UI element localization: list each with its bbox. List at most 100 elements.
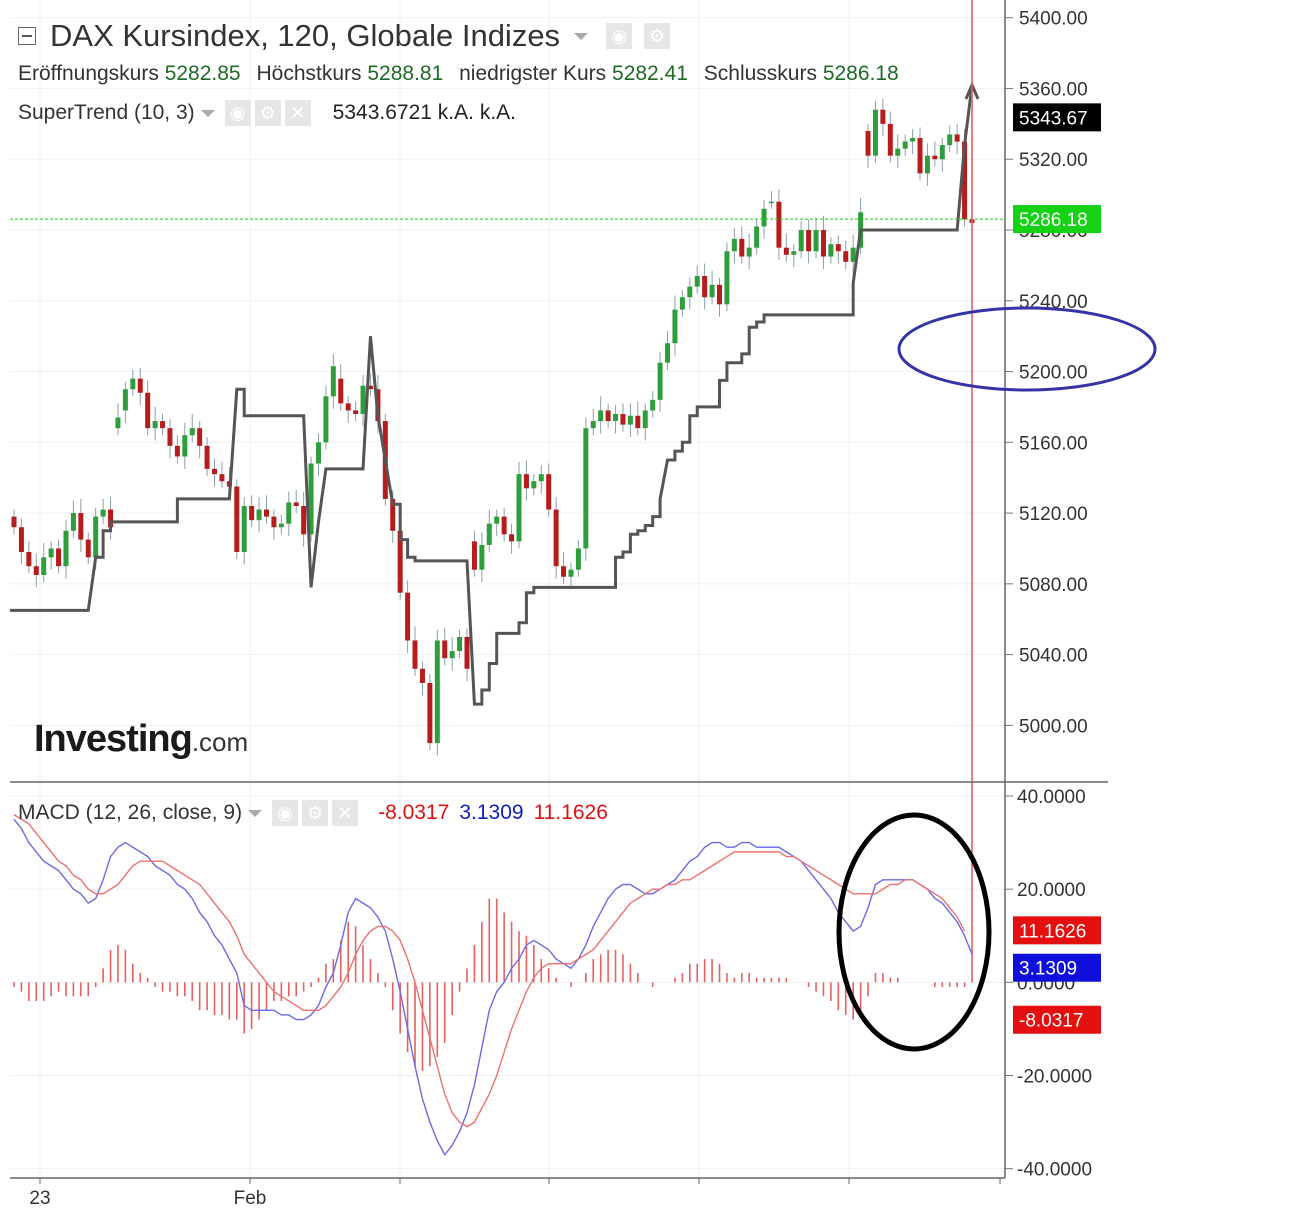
candle-body (63, 530, 69, 567)
candle-body (323, 396, 329, 443)
gear-icon[interactable]: ⚙ (644, 23, 671, 49)
candle-body (605, 410, 611, 422)
candle-body (947, 134, 953, 146)
candle-body (160, 421, 166, 429)
candle-body (249, 506, 255, 521)
candle-body (613, 414, 619, 422)
candle-body (568, 569, 574, 577)
eye-icon[interactable]: ◉ (272, 800, 299, 826)
candle-body (561, 566, 567, 577)
candle-body (457, 636, 463, 652)
candle-body (471, 541, 477, 570)
candle-body (189, 428, 195, 436)
candle-body (843, 251, 849, 262)
candle-body (902, 141, 908, 149)
gear-icon[interactable]: ⚙ (302, 800, 329, 826)
candle-body (962, 141, 968, 220)
x-tick-label: Feb (234, 1188, 267, 1208)
candle-body (880, 109, 886, 124)
candle-body (627, 415, 633, 425)
candle-body (590, 421, 596, 429)
candle-body (137, 378, 143, 393)
last-price-tag-bg (1013, 205, 1101, 234)
candle-body (828, 244, 834, 257)
candle-body (130, 378, 136, 390)
close-icon[interactable]: ✕ (332, 800, 359, 826)
gear-icon[interactable]: ⚙ (254, 100, 281, 126)
candle-body (724, 251, 730, 305)
candle-body (70, 513, 76, 531)
candle-body (330, 366, 336, 397)
candle-body (709, 284, 715, 298)
candle-body (263, 509, 269, 517)
candle-body (687, 286, 693, 298)
candle-body (672, 309, 678, 344)
chart-title: DAX Kursindex, 120, Globale Indizes (50, 18, 561, 53)
candle-body (486, 523, 492, 545)
eye-icon[interactable]: ◉ (606, 23, 633, 49)
candle-body (18, 527, 24, 552)
supertrend-line (10, 84, 974, 706)
close-icon[interactable]: ✕ (284, 100, 311, 126)
candle-body (872, 109, 878, 156)
candle-body (702, 276, 708, 298)
candle-body (167, 428, 173, 446)
candle-body (26, 552, 32, 567)
high-label: Höchstkurs (256, 62, 362, 85)
price-tick-label: 5200.00 (1019, 363, 1088, 384)
collapse-icon[interactable] (18, 27, 36, 45)
candle-body (635, 415, 641, 429)
price-tick-label: 5120.00 (1019, 504, 1088, 525)
candle-body (679, 297, 685, 310)
candle-body (798, 230, 804, 252)
candle-body (939, 145, 945, 160)
candle-body (501, 516, 507, 535)
candle-body (48, 548, 54, 558)
candle-body (516, 474, 522, 542)
candle-body (650, 399, 656, 411)
candle-body (390, 498, 396, 531)
chevron-down-icon[interactable] (200, 109, 215, 117)
candle-body (531, 481, 537, 489)
candle-body (56, 548, 62, 567)
open-label: Eröffnungskurs (18, 62, 159, 85)
price-tick-label: 5360.00 (1019, 79, 1088, 100)
candle-body (642, 410, 648, 429)
annotation-blue-ellipse (897, 306, 1157, 392)
candle-body (85, 539, 91, 558)
signal-line (13, 814, 966, 1128)
chevron-down-icon[interactable] (574, 32, 589, 40)
candle-body (11, 516, 17, 528)
candle-body (820, 230, 826, 257)
grid (10, 0, 1005, 1178)
close-value: 5286.18 (822, 62, 899, 85)
candle-body (115, 417, 121, 429)
macd-line (13, 818, 973, 1156)
macd-tick-label: -20.0000 (1017, 1067, 1092, 1088)
price-tags: 5343.67 5286.18 11.1626 3.1309 -8.0317 (1013, 103, 1101, 1034)
high-value: 5288.81 (367, 62, 444, 85)
candle-body (204, 445, 210, 469)
candle-body (41, 557, 47, 575)
candle-body (108, 509, 114, 528)
candle-body (174, 445, 180, 457)
price-tick-label: 5160.00 (1019, 433, 1088, 454)
supertrend-na-1: k.A. (437, 101, 474, 124)
candle-body (768, 201, 774, 204)
candle-body (293, 502, 299, 506)
ohlc-legend: Eröffnungskurs 5282.85 Höchstkurs 5288.8… (18, 62, 909, 86)
supertrend-tag-bg (1013, 103, 1101, 132)
candle-body (553, 509, 559, 567)
macd-tag-signal-bg (1013, 916, 1101, 945)
candle-body (78, 513, 84, 540)
candle-body (761, 208, 767, 227)
supertrend-na-2: k.A. (479, 101, 516, 124)
candle-body (806, 230, 812, 252)
price-tick-label: 5400.00 (1019, 9, 1088, 30)
chevron-down-icon[interactable] (248, 809, 263, 817)
macd-label: MACD (12, 26, close, 9) (18, 801, 243, 824)
candle-body (754, 226, 760, 248)
candle-body (598, 410, 604, 422)
eye-icon[interactable]: ◉ (224, 100, 251, 126)
candle-body (791, 251, 797, 255)
